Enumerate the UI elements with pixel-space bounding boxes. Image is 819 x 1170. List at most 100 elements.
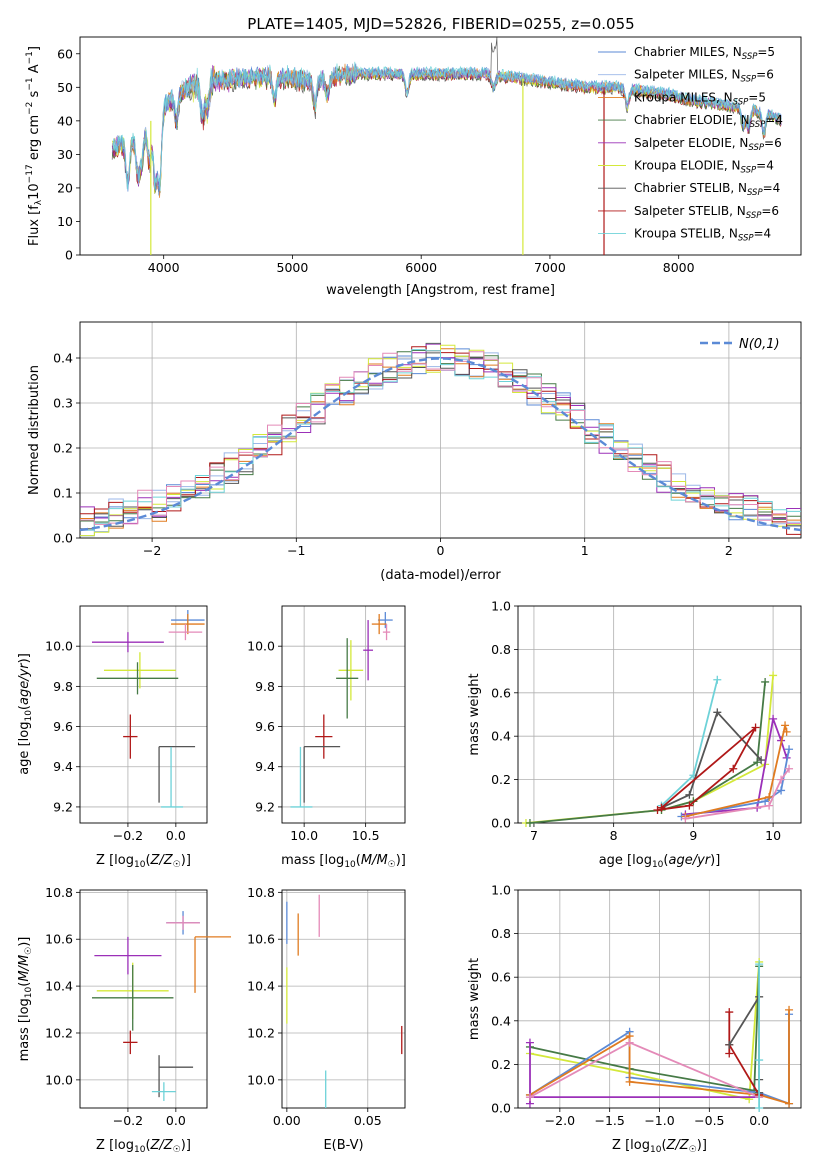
legend-entry: Chabrier MILES, NSSP=5 [634, 45, 775, 62]
x-tick-label: −1 [287, 543, 305, 558]
spectrum-axes: 4000 5000 6000 7000 8000 0 10 20 30 40 50 60 [57, 36, 802, 275]
x-tick-label: 1 [581, 543, 589, 558]
x-tick-label: 0 [437, 543, 445, 558]
weight-marker [713, 708, 722, 717]
weight_vs_Z-lines [525, 957, 794, 1112]
x-axis-label: (data-model)/error [380, 568, 501, 583]
weight-marker [769, 671, 778, 680]
age_vs_Z-frame [79, 605, 208, 824]
y-tick-label: 0.0 [491, 816, 511, 831]
y-tick-label: 0.4 [491, 1013, 511, 1028]
weight-marker [657, 803, 666, 812]
mass_vs_Z-points [91, 911, 232, 1101]
x-tick-label: −0.2 [113, 1113, 143, 1128]
y-tick-label: 0.4 [491, 729, 511, 744]
x-axis-label: age [log10(age/yr)] [599, 853, 721, 870]
residuals-axes: −2 −1 0 1 2 0.0 0.1 0.2 0.3 0.4 [53, 321, 802, 558]
mass_vs_ebv-points [286, 894, 403, 1108]
legend-entry: Kroupa ELODIE, NSSP=4 [634, 159, 774, 176]
x-tick-label: 6000 [405, 260, 437, 275]
weight-series [529, 966, 760, 1092]
x-tick-label: −2 [143, 543, 161, 558]
y-tick-label: 10.6 [45, 932, 73, 947]
x-tick-label: 8 [610, 828, 618, 843]
x-tick-label: 10.5 [352, 828, 380, 843]
y-tick-label: 10.2 [45, 1025, 73, 1040]
y-tick-label: 0.3 [53, 396, 73, 411]
x-tick-label: 0.0 [166, 1113, 186, 1128]
weight-series [660, 679, 719, 807]
weight-marker [625, 1038, 634, 1047]
histogram-series [80, 349, 801, 531]
y-tick-label: 0.0 [53, 531, 73, 546]
legend-entry: Salpeter STELIB, NSSP=6 [634, 204, 779, 221]
y-tick-label: 0.6 [491, 685, 511, 700]
y-tick-label: 50 [57, 80, 73, 95]
age_vs_Z-axes: −0.2 0.0 9.2 9.4 9.6 9.8 10.0 [45, 605, 208, 843]
y-tick-label: 10.4 [247, 979, 275, 994]
legend: Chabrier MILES, NSSP=5 Salpeter MILES, NS… [598, 45, 783, 244]
x-tick-label: 9 [689, 828, 697, 843]
spectrum-lines [111, 37, 782, 255]
weight-marker [785, 1005, 794, 1014]
y-tick-label: 30 [57, 147, 73, 162]
x-tick-label: −2.0 [545, 1113, 575, 1128]
weight-marker [525, 1093, 534, 1102]
weight-marker [785, 745, 794, 754]
y-tick-label: 9.2 [255, 799, 275, 814]
weight-marker [685, 790, 694, 799]
weight-marker [751, 723, 760, 732]
spectrum-series [114, 63, 782, 196]
weight-series [685, 768, 790, 820]
legend-entry: Salpeter MILES, NSSP=6 [634, 68, 774, 85]
y-tick-label: 9.8 [255, 679, 275, 694]
weight_vs_age-frame [517, 605, 802, 824]
histogram-series [80, 351, 801, 525]
age_vs_Z-points [91, 610, 205, 808]
x-axis-label: E(B-V) [323, 1138, 363, 1153]
x-tick-label: 7000 [534, 260, 566, 275]
y-tick-label: 0.2 [53, 441, 73, 456]
weight-series [657, 726, 757, 811]
y-tick-label: 1.0 [491, 883, 511, 898]
x-tick-label: 4000 [148, 260, 180, 275]
weight-marker [755, 960, 764, 969]
y-tick-label: 40 [57, 113, 73, 128]
x-tick-label: −1.0 [644, 1113, 674, 1128]
y-tick-label: 9.6 [255, 719, 275, 734]
weight-marker [755, 1104, 764, 1112]
x-tick-label: −0.5 [694, 1113, 724, 1128]
weight-marker [761, 677, 770, 686]
mass_vs_ebv-axes: 0.00 0.05 10.0 10.2 10.4 10.6 10.8 [247, 885, 406, 1128]
y-axis-label: mass weight [467, 958, 482, 1040]
y-tick-label: 9.6 [53, 719, 73, 734]
weight-marker [765, 801, 774, 810]
x-tick-label: 0.05 [354, 1113, 382, 1128]
weight-marker [525, 819, 534, 827]
y-tick-label: 0.2 [491, 772, 511, 787]
residual-histograms [79, 342, 802, 537]
x-axis-label: Z [log10(Z/Z☉)] [96, 853, 191, 870]
mass_vs_ebv-frame [281, 889, 406, 1109]
age_vs_mass-points [290, 612, 393, 808]
legend-entry: Kroupa STELIB, NSSP=4 [634, 227, 771, 244]
y-tick-label: 9.8 [53, 679, 73, 694]
weight-marker [769, 714, 778, 723]
age_vs_mass-axes: 10.0 10.5 9.2 9.4 9.6 9.8 10.0 [247, 605, 406, 843]
y-axis-label: Flux [fλ10−17 erg cm−2 s−1 A−1] [25, 46, 44, 246]
weight-series [661, 710, 762, 809]
y-tick-label: 9.4 [53, 759, 73, 774]
x-tick-label: 10.0 [290, 828, 318, 843]
weight-series [525, 675, 774, 824]
x-tick-label: 0.00 [273, 1113, 301, 1128]
x-tick-label: 0.0 [749, 1113, 769, 1128]
weight-marker [777, 786, 786, 795]
y-tick-label: 9.4 [255, 759, 275, 774]
weight-marker [725, 1008, 734, 1017]
y-tick-label: 20 [57, 180, 73, 195]
weight-marker [725, 1049, 734, 1058]
spectrum-frame [79, 36, 802, 256]
x-axis-label: mass [log10(M/M☉)] [281, 853, 406, 870]
legend-entry: Chabrier STELIB, NSSP=4 [634, 181, 780, 198]
y-tick-label: 0.4 [53, 351, 73, 366]
